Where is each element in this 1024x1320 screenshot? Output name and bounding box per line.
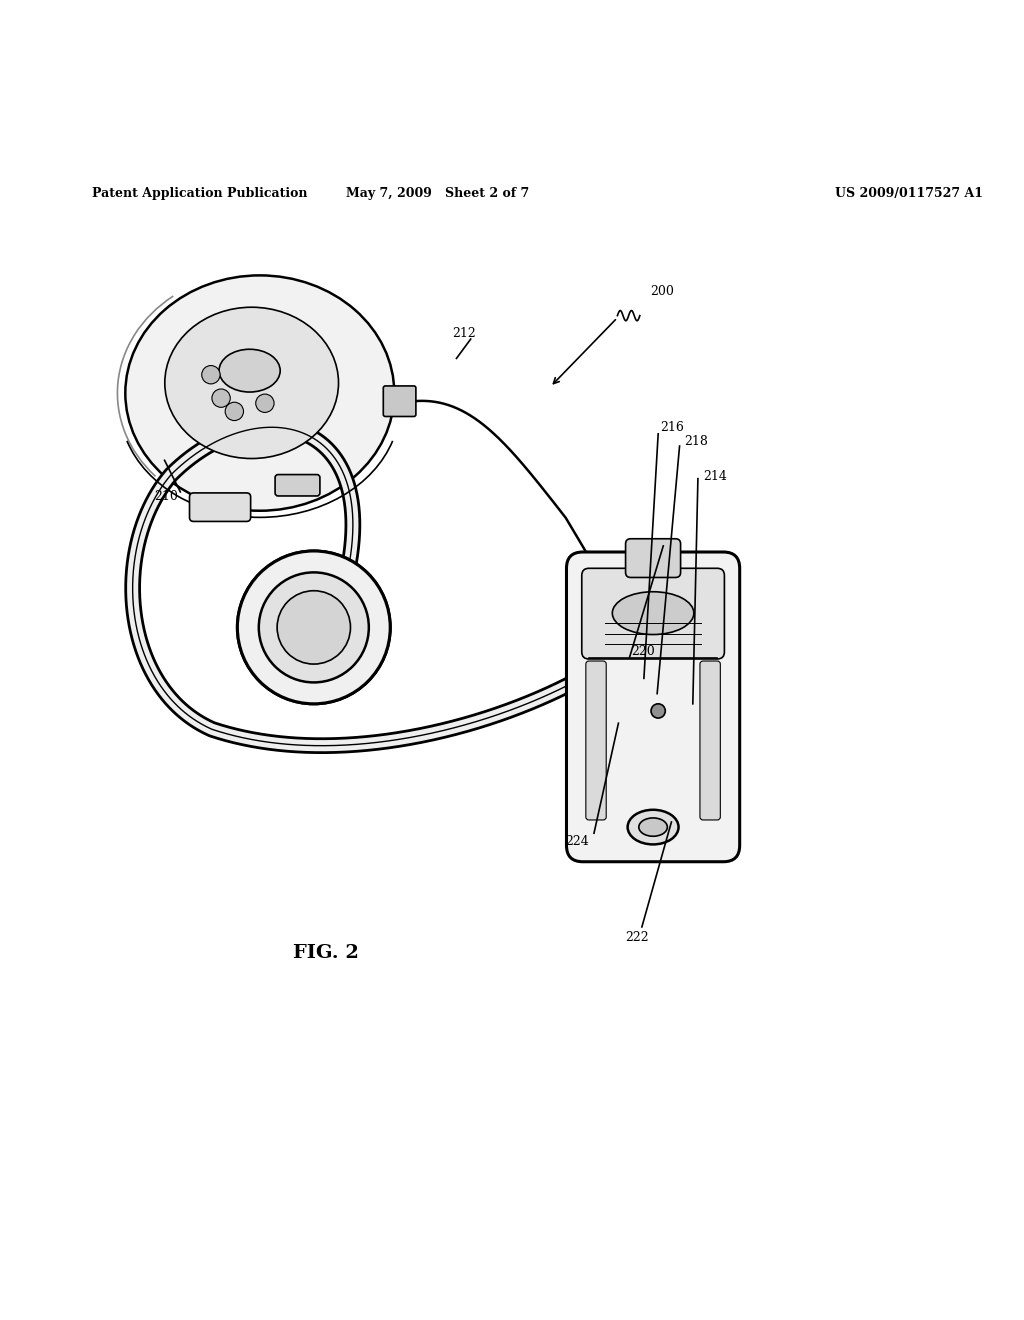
Text: US 2009/0117527 A1: US 2009/0117527 A1 [836,187,983,199]
Text: 218: 218 [685,436,709,449]
Text: 212: 212 [452,327,475,341]
Ellipse shape [165,308,339,458]
Circle shape [238,550,390,704]
Ellipse shape [612,591,694,635]
Ellipse shape [639,818,668,837]
Ellipse shape [219,350,281,392]
Circle shape [238,550,390,704]
FancyBboxPatch shape [582,569,724,659]
Ellipse shape [617,684,677,726]
Text: 216: 216 [660,421,684,434]
Circle shape [225,403,244,421]
Circle shape [256,395,274,412]
FancyBboxPatch shape [626,539,681,577]
Text: 224: 224 [565,834,589,847]
Circle shape [278,591,350,664]
FancyBboxPatch shape [700,661,720,820]
FancyBboxPatch shape [189,492,251,521]
Ellipse shape [628,809,679,845]
Circle shape [643,696,674,726]
Text: 222: 222 [625,931,648,944]
FancyBboxPatch shape [566,552,739,862]
Circle shape [202,366,220,384]
Circle shape [651,704,666,718]
Circle shape [278,591,350,664]
Text: FIG. 2: FIG. 2 [293,944,359,962]
Text: May 7, 2009   Sheet 2 of 7: May 7, 2009 Sheet 2 of 7 [346,187,529,199]
Text: 214: 214 [703,470,727,483]
FancyBboxPatch shape [275,475,319,496]
Text: Patent Application Publication: Patent Application Publication [92,187,307,199]
Circle shape [259,573,369,682]
Circle shape [259,573,369,682]
Text: 210: 210 [155,491,178,503]
FancyBboxPatch shape [383,385,416,417]
Text: 220: 220 [632,645,655,659]
FancyBboxPatch shape [586,661,606,820]
Circle shape [212,389,230,408]
Ellipse shape [125,276,394,511]
Ellipse shape [605,675,699,743]
Text: 200: 200 [650,285,674,298]
